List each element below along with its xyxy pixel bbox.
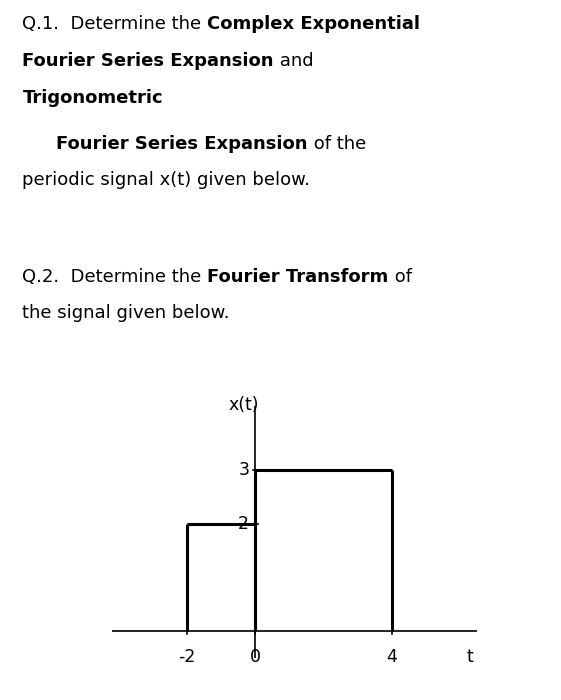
Text: 2: 2 [238,515,249,533]
Text: 4: 4 [386,648,397,666]
Text: the signal given below.: the signal given below. [22,304,230,322]
Text: Fourier Series Expansion: Fourier Series Expansion [56,134,307,153]
Text: of the: of the [307,134,366,153]
Text: Complex Exponential: Complex Exponential [208,15,420,34]
Text: periodic signal x(t) given below.: periodic signal x(t) given below. [22,172,310,189]
Text: Q.2.  Determine the: Q.2. Determine the [22,267,208,286]
Text: of: of [389,267,412,286]
Text: 0: 0 [250,648,261,666]
Text: x(t): x(t) [229,396,259,414]
Text: Fourier Transform: Fourier Transform [208,267,389,286]
Text: Trigonometric: Trigonometric [22,88,163,106]
Text: Q.1.  Determine the: Q.1. Determine the [22,15,208,34]
Text: Fourier Series Expansion: Fourier Series Expansion [22,52,274,70]
Text: and: and [274,52,314,70]
Text: -2: -2 [178,648,196,666]
Text: t: t [467,648,473,666]
Text: 3: 3 [238,461,249,480]
